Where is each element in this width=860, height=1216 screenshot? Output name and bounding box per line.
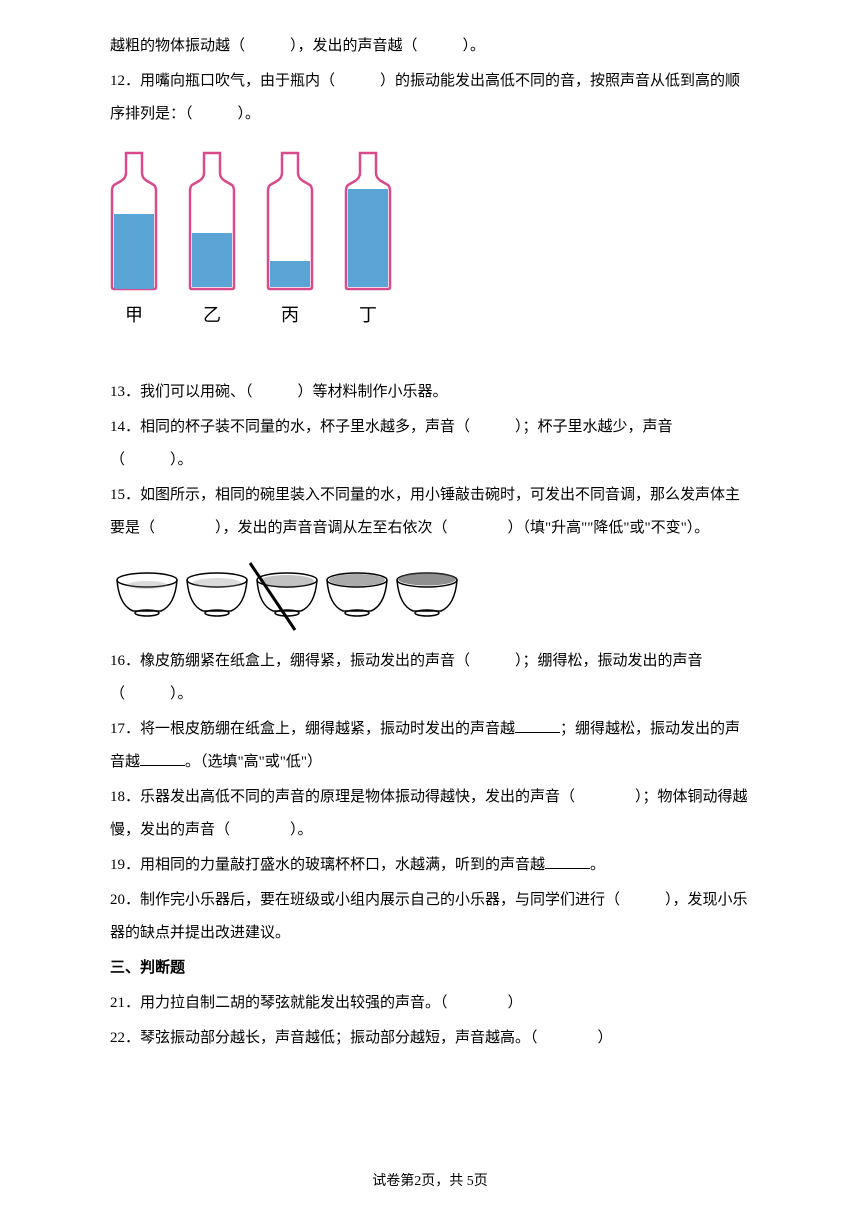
bowls-svg xyxy=(110,555,490,635)
bowls-figure xyxy=(110,555,750,635)
bottle-yi-svg xyxy=(188,151,236,291)
bottle-yi: 乙 xyxy=(188,151,236,336)
blank-3 xyxy=(545,854,590,869)
q15: 15．如图所示，相同的碗里装入不同量的水，用小锤敲击碗时，可发出不同音调，那么发… xyxy=(110,479,750,545)
bottle-ding: 丁 xyxy=(344,151,392,336)
q12: 12．用嘴向瓶口吹气，由于瓶内（ ）的振动能发出高低不同的音，按照声音从低到高的… xyxy=(110,65,750,131)
q17-prefix: 17．将一根皮筋绷在纸盒上，绷得越紧，振动时发出的声音越 xyxy=(110,721,515,737)
bottle-bing-svg xyxy=(266,151,314,291)
q18: 18．乐器发出高低不同的声音的原理是物体振动得越快，发出的声音（ ）；物体铜动得… xyxy=(110,781,750,847)
q17: 17．将一根皮筋绷在纸盒上，绷得越紧，振动时发出的声音越；绷得越松，振动发出的声… xyxy=(110,713,750,779)
q11-continued: 越粗的物体振动越（ ），发出的声音越（ ）。 xyxy=(110,30,750,63)
q16: 16．橡皮筋绷紧在纸盒上，绷得紧，振动发出的声音（ ）；绷得松，振动发出的声音（… xyxy=(110,645,750,711)
blank-1 xyxy=(515,718,560,733)
bottle-label-bing: 丙 xyxy=(281,296,299,336)
q17-suffix: 。（选填"高"或"低"） xyxy=(185,754,322,770)
section-3-header: 三、判断题 xyxy=(110,952,750,985)
bottle-ding-svg xyxy=(344,151,392,291)
blank-2 xyxy=(140,751,185,766)
q19-prefix: 19．用相同的力量敲打盛水的玻璃杯杯口，水越满，听到的声音越 xyxy=(110,857,545,873)
bottle-bing: 丙 xyxy=(266,151,314,336)
bottles-figure: 甲 乙 丙 丁 xyxy=(110,151,750,336)
q14: 14．相同的杯子装不同量的水，杯子里水越多，声音（ ）；杯子里水越少，声音（ ）… xyxy=(110,411,750,477)
q21: 21．用力拉自制二胡的琴弦就能发出较强的声音。（ ） xyxy=(110,987,750,1020)
q19-suffix: 。 xyxy=(590,857,605,873)
bottle-label-jia: 甲 xyxy=(125,296,143,336)
q13: 13．我们可以用碗、（ ）等材料制作小乐器。 xyxy=(110,376,750,409)
q20: 20．制作完小乐器后，要在班级或小组内展示自己的小乐器，与同学们进行（ ），发现… xyxy=(110,884,750,950)
bottle-jia: 甲 xyxy=(110,151,158,336)
q22: 22．琴弦振动部分越长，声音越低；振动部分越短，声音越高。（ ） xyxy=(110,1022,750,1055)
bottle-label-yi: 乙 xyxy=(203,296,221,336)
q19: 19．用相同的力量敲打盛水的玻璃杯杯口，水越满，听到的声音越 。 xyxy=(110,849,750,882)
bottle-jia-svg xyxy=(110,151,158,291)
page-footer: 试卷第2页，共 5页 xyxy=(0,1167,860,1198)
bottle-label-ding: 丁 xyxy=(359,296,377,336)
